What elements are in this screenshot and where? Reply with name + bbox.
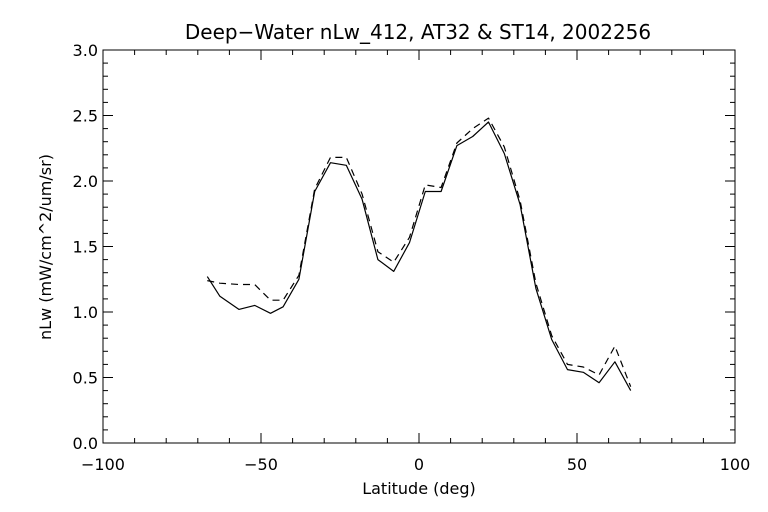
x-tick-labels: −100 −50 0 50 100: [81, 455, 750, 474]
series-line-dashed: [207, 117, 632, 387]
y-tick-labels: 0.0 0.5 1.0 1.5 2.0 2.5 3.0: [73, 41, 98, 453]
plot-frame: [102, 49, 736, 444]
y-tick-label: 3.0: [73, 41, 98, 60]
x-axis-label: Latitude (deg): [362, 479, 476, 498]
y-tick-label: 0.0: [73, 434, 98, 453]
y-tick-label: 0.5: [73, 369, 98, 388]
x-tick-label: −100: [81, 455, 125, 474]
y-tick-label: 1.5: [73, 238, 98, 257]
y-axis-label: nLw (mW/cm^2/um/sr): [36, 154, 55, 340]
x-tick-label: 100: [720, 455, 751, 474]
chart-title: Deep−Water nLw_412, AT32 & ST14, 2002256: [185, 20, 651, 44]
x-tick-label: 50: [567, 455, 587, 474]
series-line-solid: [206, 121, 632, 391]
x-tick-label: 0: [414, 455, 424, 474]
y-tick-label: 2.5: [73, 107, 98, 126]
y-tick-label: 2.0: [73, 172, 98, 191]
series-lines: [206, 117, 632, 391]
x-tick-label: −50: [244, 455, 278, 474]
axis-ticks: [102, 49, 736, 444]
y-tick-label: 1.0: [73, 303, 98, 322]
